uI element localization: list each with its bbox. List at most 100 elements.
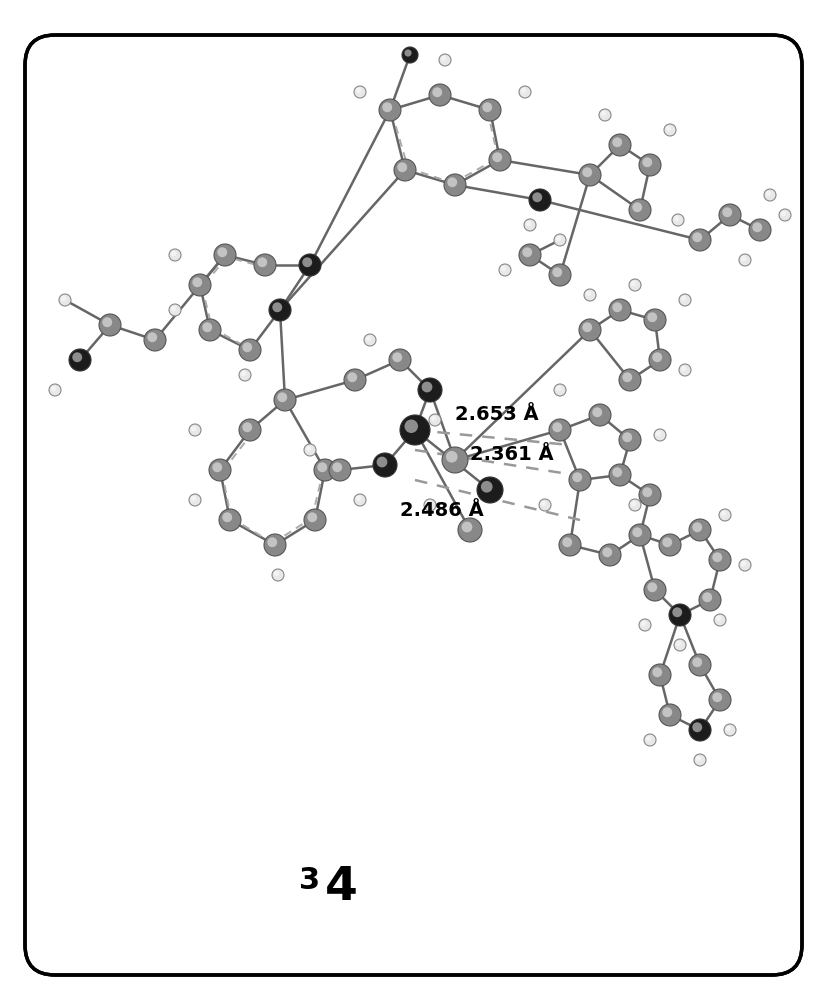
Circle shape (648, 582, 657, 592)
Circle shape (489, 149, 511, 171)
Circle shape (681, 296, 686, 301)
Circle shape (241, 371, 246, 376)
Circle shape (674, 216, 679, 221)
Circle shape (629, 199, 651, 221)
Circle shape (404, 49, 412, 57)
Circle shape (649, 664, 671, 686)
Circle shape (666, 126, 672, 131)
Circle shape (189, 274, 211, 296)
Circle shape (318, 462, 327, 472)
Circle shape (629, 499, 641, 511)
Circle shape (147, 332, 157, 342)
Circle shape (203, 322, 213, 332)
Circle shape (631, 281, 636, 286)
Circle shape (429, 414, 441, 426)
Circle shape (612, 302, 622, 312)
Circle shape (592, 407, 602, 417)
Circle shape (766, 191, 772, 196)
Circle shape (689, 229, 711, 251)
Circle shape (400, 415, 430, 445)
Circle shape (356, 496, 361, 501)
Text: 4: 4 (325, 865, 358, 910)
Circle shape (344, 369, 366, 391)
Circle shape (719, 509, 731, 521)
Circle shape (379, 99, 401, 121)
Circle shape (659, 704, 681, 726)
Circle shape (424, 499, 436, 511)
Circle shape (712, 692, 722, 702)
Circle shape (641, 621, 646, 626)
Circle shape (694, 754, 706, 766)
Circle shape (709, 689, 731, 711)
Circle shape (739, 559, 751, 571)
Circle shape (439, 54, 451, 66)
Circle shape (373, 453, 397, 477)
Circle shape (679, 294, 691, 306)
Circle shape (99, 314, 121, 336)
Circle shape (477, 477, 503, 503)
Circle shape (50, 386, 56, 391)
Circle shape (526, 221, 531, 226)
Circle shape (584, 289, 596, 301)
Circle shape (242, 422, 252, 432)
Text: 3: 3 (299, 866, 320, 895)
Circle shape (444, 174, 466, 196)
Circle shape (662, 707, 672, 717)
Circle shape (267, 537, 277, 547)
Circle shape (199, 319, 221, 341)
Circle shape (556, 386, 562, 391)
Circle shape (332, 462, 342, 472)
Circle shape (633, 527, 643, 537)
Circle shape (272, 302, 282, 312)
Circle shape (303, 257, 313, 267)
Circle shape (644, 579, 666, 601)
Circle shape (600, 111, 606, 116)
Circle shape (49, 384, 61, 396)
Circle shape (643, 157, 653, 167)
Circle shape (622, 432, 632, 442)
Circle shape (664, 124, 676, 136)
Circle shape (429, 84, 451, 106)
Circle shape (458, 518, 482, 542)
Circle shape (539, 499, 551, 511)
Circle shape (402, 47, 418, 63)
Circle shape (213, 462, 222, 472)
Circle shape (569, 469, 591, 491)
Circle shape (653, 352, 662, 362)
Circle shape (674, 639, 686, 651)
Circle shape (480, 481, 493, 493)
Circle shape (562, 537, 572, 547)
Circle shape (654, 429, 666, 441)
Circle shape (699, 589, 721, 611)
Circle shape (446, 451, 457, 463)
Circle shape (753, 222, 762, 232)
Circle shape (529, 189, 551, 211)
Circle shape (702, 592, 712, 602)
Circle shape (653, 667, 662, 677)
Circle shape (739, 254, 751, 266)
Circle shape (582, 167, 592, 177)
Circle shape (764, 189, 776, 201)
Circle shape (479, 99, 501, 121)
Circle shape (218, 247, 227, 257)
Circle shape (649, 349, 671, 371)
Text: 2.486 Å: 2.486 Å (400, 500, 484, 520)
Circle shape (521, 88, 526, 93)
Circle shape (171, 251, 176, 256)
Circle shape (366, 336, 371, 341)
Circle shape (61, 296, 66, 301)
Circle shape (501, 266, 506, 271)
Circle shape (272, 569, 284, 581)
Circle shape (389, 349, 411, 371)
Circle shape (69, 349, 91, 371)
Circle shape (269, 299, 291, 321)
Circle shape (171, 306, 176, 311)
Circle shape (644, 309, 666, 331)
Circle shape (633, 202, 643, 212)
FancyBboxPatch shape (25, 35, 802, 975)
Circle shape (656, 431, 662, 436)
Circle shape (274, 389, 296, 411)
Circle shape (308, 512, 318, 522)
Circle shape (672, 607, 682, 617)
Circle shape (169, 249, 181, 261)
